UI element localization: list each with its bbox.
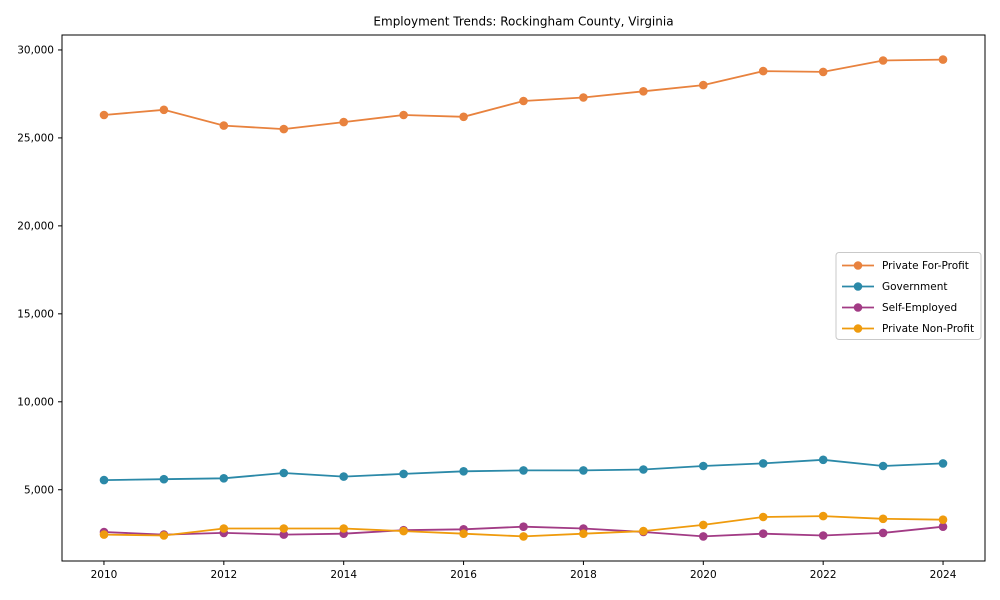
data-point-private-for-profit <box>99 110 109 120</box>
data-point-private-for-profit <box>279 124 289 134</box>
series-line-private-for-profit <box>103 58 944 131</box>
data-point-government <box>818 455 828 465</box>
data-point-private-for-profit <box>519 96 528 106</box>
data-point-private-for-profit <box>758 66 768 76</box>
data-point-private-for-profit <box>459 112 468 122</box>
chart-title: Employment Trends: Rockingham County, Vi… <box>373 15 673 29</box>
data-point-self-employed <box>699 532 708 541</box>
y-axis-tick-label: 15,000 <box>17 308 54 320</box>
data-point-private-for-profit <box>579 93 588 102</box>
data-point-private-non-profit <box>459 529 468 538</box>
x-axis-tick-label: 2020 <box>690 569 717 581</box>
data-point-self-employed <box>878 528 888 538</box>
x-axis-tick-label: 2016 <box>450 569 477 581</box>
data-point-private-non-profit <box>279 524 289 533</box>
data-point-private-non-profit <box>639 526 648 536</box>
data-point-private-for-profit <box>878 56 888 65</box>
data-point-private-non-profit <box>938 515 948 524</box>
data-point-government <box>159 474 169 484</box>
data-point-self-employed <box>818 531 828 540</box>
data-point-private-non-profit <box>579 529 588 538</box>
data-point-private-for-profit <box>159 105 169 115</box>
data-point-government <box>99 475 109 485</box>
x-axis-tick-label: 2022 <box>810 569 837 581</box>
data-point-government <box>519 466 528 475</box>
data-point-private-for-profit <box>399 110 408 120</box>
legend-marker-dot <box>853 282 863 291</box>
plot-frame <box>61 34 986 562</box>
data-point-government <box>219 474 229 483</box>
data-point-government <box>579 466 588 475</box>
data-point-private-for-profit <box>639 87 648 96</box>
data-point-government <box>938 459 948 468</box>
data-point-private-non-profit <box>399 526 408 536</box>
legend-label: Private Non-Profit <box>882 323 974 335</box>
data-point-government <box>699 461 708 471</box>
data-point-private-non-profit <box>699 520 708 530</box>
data-point-private-non-profit <box>519 532 528 541</box>
legend-label: Self-Employed <box>882 302 957 314</box>
legend-marker-dot <box>853 324 863 333</box>
data-point-private-for-profit <box>699 80 708 90</box>
data-point-government <box>758 459 768 468</box>
x-axis-tick-label: 2024 <box>930 569 957 581</box>
data-point-government <box>339 472 349 481</box>
y-axis-tick-label: 25,000 <box>17 132 54 144</box>
data-point-private-for-profit <box>219 121 229 130</box>
legend-marker-dot <box>853 261 863 270</box>
data-point-government <box>639 465 648 474</box>
legend-label: Private For-Profit <box>882 260 969 272</box>
x-axis-tick-label: 2014 <box>330 569 357 581</box>
x-axis-tick-label: 2012 <box>210 569 237 581</box>
data-point-private-non-profit <box>878 514 888 524</box>
x-axis-tick-label: 2018 <box>570 569 597 581</box>
data-point-private-non-profit <box>99 530 109 539</box>
data-point-private-non-profit <box>219 524 229 533</box>
data-point-private-non-profit <box>758 512 768 522</box>
data-point-private-for-profit <box>339 117 349 127</box>
data-point-government <box>878 461 888 471</box>
data-point-private-non-profit <box>159 531 169 540</box>
data-point-private-non-profit <box>818 511 828 521</box>
data-point-self-employed <box>758 529 768 538</box>
data-point-government <box>279 468 289 478</box>
legend-marker-dot <box>853 303 863 312</box>
data-point-self-employed <box>519 522 528 531</box>
data-point-private-for-profit <box>938 55 948 64</box>
data-point-government <box>459 467 468 476</box>
y-axis-tick-label: 10,000 <box>17 396 54 408</box>
legend-label: Government <box>882 281 947 293</box>
legend-box <box>835 252 982 340</box>
y-axis-tick-label: 20,000 <box>17 220 54 232</box>
x-axis-tick-label: 2010 <box>91 569 118 581</box>
y-axis-tick-label: 5,000 <box>24 484 54 496</box>
data-point-self-employed <box>938 522 948 531</box>
y-axis-tick-label: 30,000 <box>17 44 54 56</box>
data-point-private-non-profit <box>339 524 349 533</box>
data-point-private-for-profit <box>818 67 828 77</box>
data-point-self-employed <box>279 530 289 539</box>
data-point-government <box>399 469 408 479</box>
